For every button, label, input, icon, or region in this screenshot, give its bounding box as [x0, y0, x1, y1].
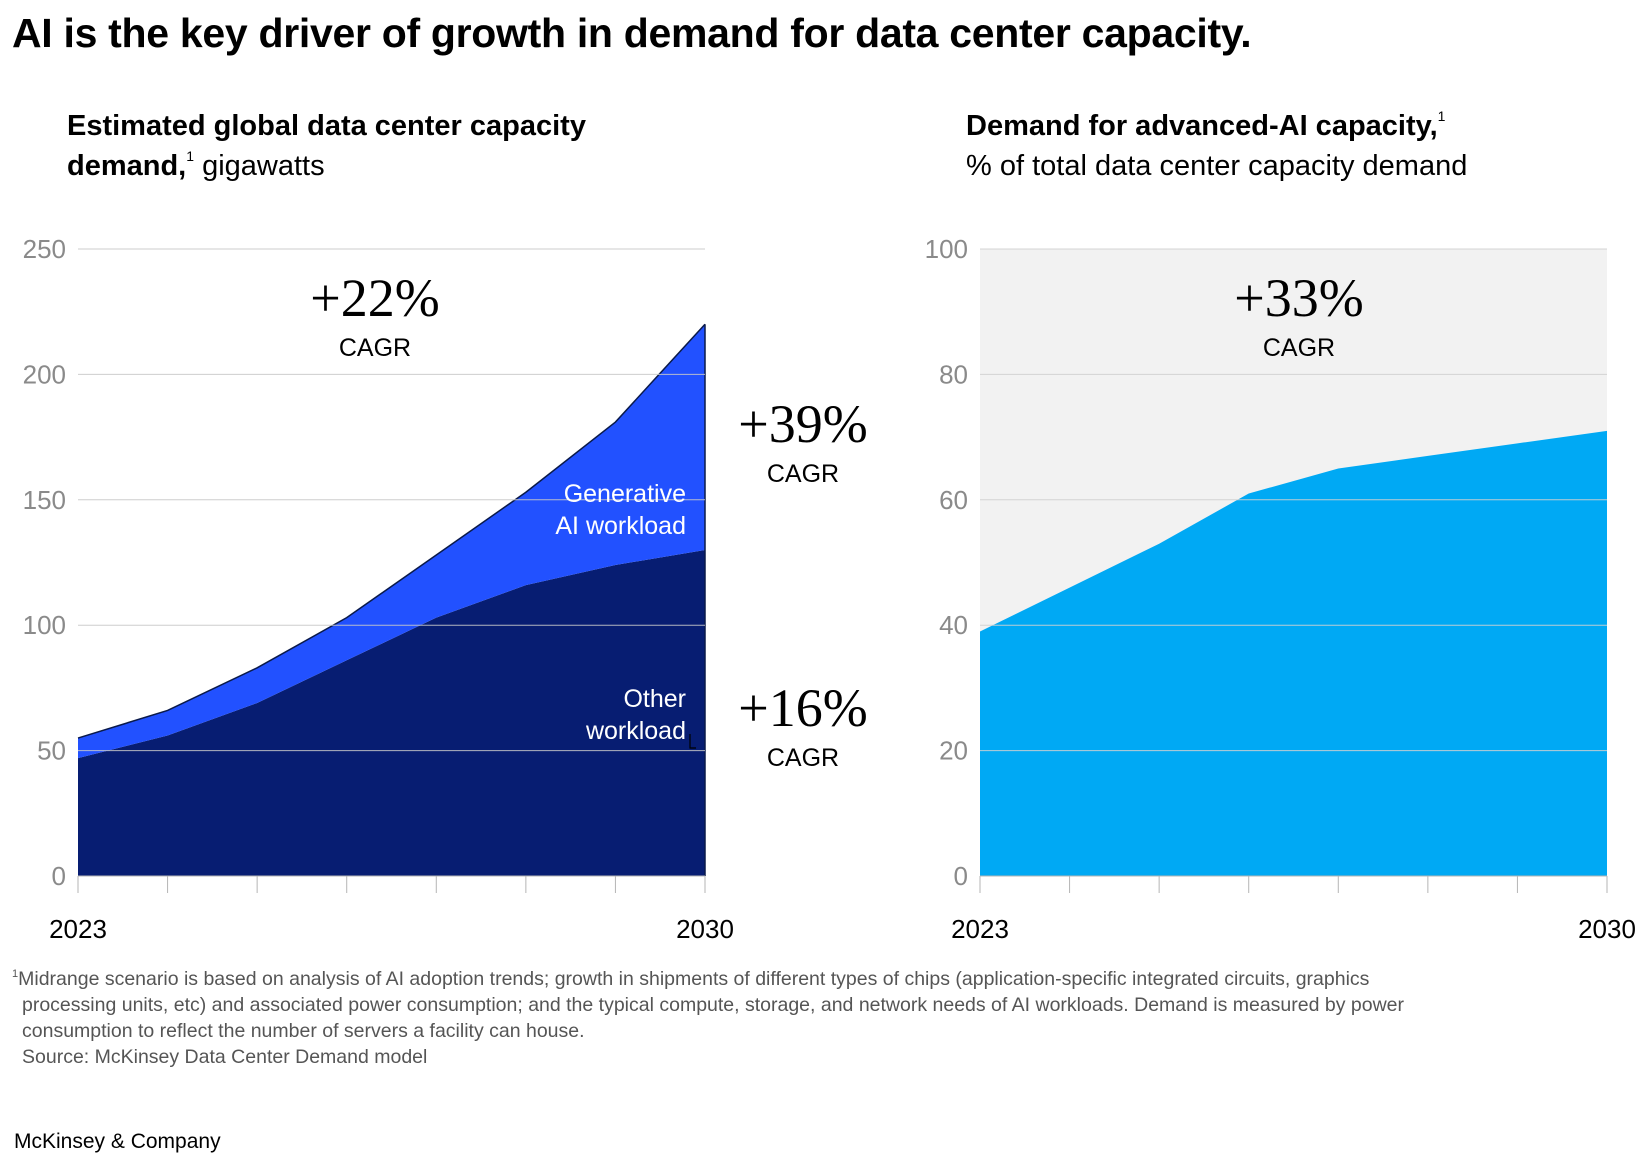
- chart1-series-label-other-line2: workload: [585, 717, 686, 745]
- chart1-cagr-label-1: CAGR: [339, 334, 411, 362]
- chart1-series-label-genai-line2: AI workload: [555, 512, 686, 540]
- chart1-y-tick-label-5: 250: [23, 234, 66, 264]
- right-chart-subtitle: Demand for advanced-AI capacity,1 % of t…: [966, 106, 1467, 186]
- chart2-x-tick-label-end: 2030: [1578, 914, 1636, 944]
- right-subtitle-footnote-mark: 1: [1437, 108, 1446, 124]
- footnote-line-1: Midrange scenario is based on analysis o…: [18, 968, 1370, 990]
- chart1-x-tick-label-end: 2030: [676, 914, 734, 944]
- left-subtitle-line1: Estimated global data center capacity: [67, 110, 586, 142]
- chart2-area-series-1: [980, 430, 1607, 876]
- chart1-area-series-1: [78, 549, 705, 876]
- chart1-bracket-mark: [689, 734, 696, 749]
- chart1-y-tick-label-4: 200: [23, 359, 66, 389]
- chart1-cagr-value-2: +39%: [738, 394, 867, 454]
- chart2-y-tick-label-5: 100: [925, 234, 968, 264]
- chart2-cagr-label-1: CAGR: [1263, 334, 1335, 362]
- chart1-cagr-label-2: CAGR: [767, 460, 839, 488]
- chart2-y-tick-label-1: 20: [939, 736, 968, 766]
- right-subtitle-unit: % of total data center capacity demand: [966, 150, 1468, 182]
- chart1-series-label-genai-line1: Generative: [564, 480, 686, 508]
- chart1-cagr-value-1: +22%: [310, 268, 439, 328]
- chart1-y-tick-label-1: 50: [37, 736, 66, 766]
- chart1-total-outline: [77, 323, 706, 739]
- right-subtitle-title: Demand for advanced-AI capacity,: [966, 110, 1438, 142]
- chart2-cagr-value-1: +33%: [1234, 268, 1363, 328]
- chart2-y-tick-label-3: 60: [939, 485, 968, 515]
- chart2-y-tick-label-0: 0: [954, 861, 968, 891]
- left-subtitle-demand: demand,: [67, 150, 187, 182]
- footnote: 1Midrange scenario is based on analysis …: [12, 966, 1622, 1070]
- chart1-cagr-label-3: CAGR: [767, 744, 839, 772]
- left-subtitle-footnote-mark: 1: [186, 148, 195, 164]
- chart1-y-tick-label-2: 100: [23, 610, 66, 640]
- footnote-line-3: consumption to reflect the number of ser…: [22, 1020, 585, 1042]
- brand-logo-text: McKinsey & Company: [14, 1130, 221, 1153]
- chart2-y-tick-label-4: 80: [939, 359, 968, 389]
- footnote-mark: 1: [12, 968, 19, 980]
- chart1-series-label-other-line1: Other: [623, 685, 686, 713]
- footnote-line-2: processing units, etc) and associated po…: [22, 994, 1405, 1016]
- chart1-x-tick-label-start: 2023: [49, 914, 107, 944]
- left-chart-subtitle: Estimated global data center capacity de…: [67, 106, 586, 186]
- left-subtitle-unit: gigawatts: [194, 150, 325, 182]
- chart2-x-tick-label-start: 2023: [951, 914, 1009, 944]
- footnote-source: Source: McKinsey Data Center Demand mode…: [22, 1046, 428, 1068]
- chart1-y-tick-label-3: 150: [23, 485, 66, 515]
- chart1-cagr-value-3: +16%: [738, 678, 867, 738]
- chart1-y-tick-label-0: 0: [52, 861, 66, 891]
- headline: AI is the key driver of growth in demand…: [12, 10, 1252, 56]
- chart2-y-tick-label-2: 40: [939, 610, 968, 640]
- chart1-area-series-2: [78, 324, 705, 759]
